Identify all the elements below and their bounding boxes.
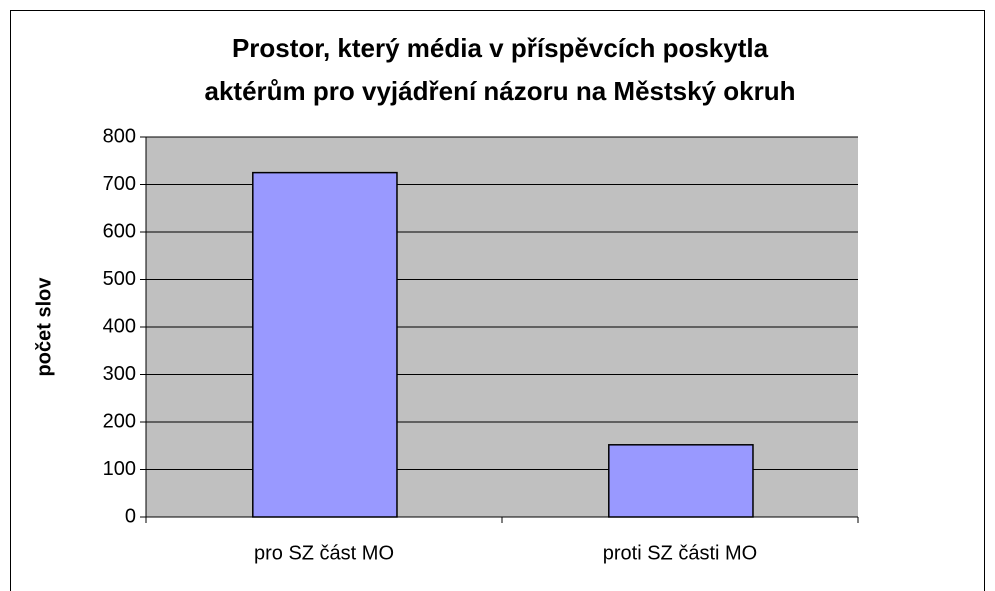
y-tick-label: 500 xyxy=(103,268,136,290)
y-tick-label: 0 xyxy=(125,505,136,527)
chart-title: Prostor, který média v příspěvcích posky… xyxy=(232,33,769,63)
x-tick-label: proti SZ části MO xyxy=(603,542,757,564)
bar xyxy=(252,171,398,518)
x-tick-label: pro SZ část MO xyxy=(254,542,394,564)
y-tick-label: 200 xyxy=(103,410,136,432)
bar xyxy=(608,444,754,518)
chart-title: aktérům pro vyjádření názoru na Městský … xyxy=(205,76,796,106)
y-tick-label: 800 xyxy=(103,125,136,147)
y-tick-label: 600 xyxy=(103,220,136,242)
y-tick-label: 100 xyxy=(103,458,136,480)
y-tick-label: 700 xyxy=(103,173,136,195)
y-tick-label: 300 xyxy=(103,363,136,385)
y-axis-label: počet slov xyxy=(33,277,55,377)
y-tick-label: 400 xyxy=(103,315,136,337)
